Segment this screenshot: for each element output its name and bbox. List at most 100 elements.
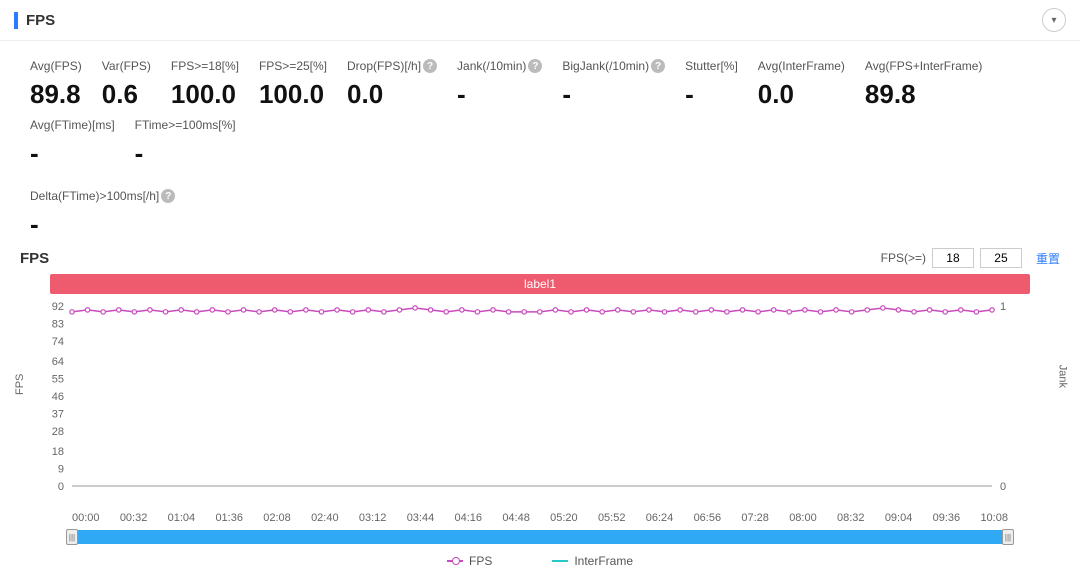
metric-value: 0.0 bbox=[758, 79, 845, 110]
x-tick-label: 02:40 bbox=[311, 512, 339, 524]
y-axis-right-label: Jank bbox=[1056, 365, 1068, 388]
x-axis-labels: 00:0000:3201:0401:3602:0802:4003:1203:44… bbox=[20, 512, 1060, 524]
svg-text:1: 1 bbox=[1000, 301, 1006, 313]
metric-value: - bbox=[30, 138, 115, 169]
slider-handle-right[interactable]: ||| bbox=[1002, 529, 1014, 545]
metric: Var(FPS) 0.6 bbox=[102, 59, 151, 110]
x-tick-label: 06:56 bbox=[694, 512, 722, 524]
metric-label: Avg(InterFrame) bbox=[758, 59, 845, 73]
metric: FTime>=100ms[%] - bbox=[135, 118, 236, 169]
metric-label: Avg(FPS+InterFrame) bbox=[865, 59, 982, 73]
metric: Delta(FTime)>100ms[/h]? - bbox=[30, 189, 175, 240]
label-bar[interactable]: label1 bbox=[50, 274, 1030, 294]
help-icon[interactable]: ? bbox=[651, 59, 665, 73]
metric-label: Avg(FPS) bbox=[30, 59, 82, 73]
chart-section: FPS FPS(>=) 重置 label1 FPS Jank 0 9 18 28 37 4… bbox=[0, 248, 1080, 568]
metric-label: FTime>=100ms[%] bbox=[135, 118, 236, 132]
metric-value: 100.0 bbox=[171, 79, 239, 110]
legend-interframe-swatch bbox=[552, 560, 568, 562]
legend-fps-label: FPS bbox=[469, 554, 492, 568]
panel-header: FPS ▾ bbox=[0, 0, 1080, 41]
x-tick-label: 07:28 bbox=[741, 512, 769, 524]
metric-label: Delta(FTime)>100ms[/h]? bbox=[30, 189, 175, 203]
fps-filter: FPS(>=) 重置 bbox=[881, 248, 1060, 268]
x-tick-label: 00:00 bbox=[72, 512, 100, 524]
svg-text:28: 28 bbox=[52, 426, 64, 438]
legend: FPS InterFrame bbox=[20, 554, 1060, 568]
slider-handle-left[interactable]: ||| bbox=[66, 529, 78, 545]
metric-label: Jank(/10min)? bbox=[457, 59, 542, 73]
x-tick-label: 01:36 bbox=[215, 512, 243, 524]
x-tick-label: 04:16 bbox=[455, 512, 483, 524]
metric-label: BigJank(/10min)? bbox=[562, 59, 665, 73]
metric-value: - bbox=[562, 79, 665, 110]
metric: Stutter[%] - bbox=[685, 59, 738, 110]
x-tick-label: 01:04 bbox=[168, 512, 196, 524]
metric: FPS>=18[%] 100.0 bbox=[171, 59, 239, 110]
fps-chart[interactable]: 0918283746556474839201 bbox=[20, 300, 1044, 500]
svg-text:55: 55 bbox=[52, 373, 64, 385]
metrics-row-2: Delta(FTime)>100ms[/h]? - bbox=[0, 181, 1080, 248]
x-tick-label: 08:00 bbox=[789, 512, 817, 524]
legend-fps-swatch bbox=[447, 560, 463, 562]
svg-text:0: 0 bbox=[58, 481, 64, 493]
metric-label: Drop(FPS)[/h]? bbox=[347, 59, 437, 73]
chart-header: FPS FPS(>=) 重置 bbox=[20, 248, 1060, 268]
metric: BigJank(/10min)? - bbox=[562, 59, 665, 110]
metric: Drop(FPS)[/h]? 0.0 bbox=[347, 59, 437, 110]
filter-input-2[interactable] bbox=[980, 248, 1022, 268]
metric-value: 100.0 bbox=[259, 79, 327, 110]
x-tick-label: 03:44 bbox=[407, 512, 435, 524]
svg-text:9: 9 bbox=[58, 463, 64, 475]
x-tick-label: 05:52 bbox=[598, 512, 626, 524]
chart-title: FPS bbox=[20, 250, 49, 267]
svg-text:74: 74 bbox=[52, 336, 64, 348]
metric-value: - bbox=[30, 209, 175, 240]
x-tick-label: 00:32 bbox=[120, 512, 148, 524]
svg-text:37: 37 bbox=[52, 409, 64, 421]
fps-panel: FPS ▾ Avg(FPS) 89.8 Var(FPS) 0.6 FPS>=18[%] 1… bbox=[0, 0, 1080, 578]
panel-title: FPS bbox=[14, 12, 55, 29]
x-tick-label: 04:48 bbox=[502, 512, 530, 524]
svg-text:0: 0 bbox=[1000, 481, 1006, 493]
metric-value: 89.8 bbox=[30, 79, 82, 110]
metrics-row: Avg(FPS)89.8Var(FPS)0.6FPS>=18[%]100.0FP… bbox=[0, 41, 1080, 181]
metric: FPS>=25[%] 100.0 bbox=[259, 59, 327, 110]
reset-link[interactable]: 重置 bbox=[1036, 250, 1060, 267]
metric: Avg(FPS+InterFrame) 89.8 bbox=[865, 59, 982, 110]
chart-wrap: FPS Jank 0918283746556474839201 bbox=[20, 300, 1060, 510]
metric-label: FPS>=18[%] bbox=[171, 59, 239, 73]
metric-label: Var(FPS) bbox=[102, 59, 151, 73]
metric-value: 89.8 bbox=[865, 79, 982, 110]
help-icon[interactable]: ? bbox=[161, 189, 175, 203]
metric-value: 0.6 bbox=[102, 79, 151, 110]
metric: Avg(FTime)[ms] - bbox=[30, 118, 115, 169]
metric: Avg(InterFrame) 0.0 bbox=[758, 59, 845, 110]
legend-interframe-label: InterFrame bbox=[574, 554, 633, 568]
filter-input-1[interactable] bbox=[932, 248, 974, 268]
legend-fps[interactable]: FPS bbox=[447, 554, 492, 568]
y-axis-left-label: FPS bbox=[14, 374, 26, 395]
metric: Jank(/10min)? - bbox=[457, 59, 542, 110]
x-tick-label: 08:32 bbox=[837, 512, 865, 524]
collapse-button[interactable]: ▾ bbox=[1042, 8, 1066, 32]
x-tick-label: 06:24 bbox=[646, 512, 674, 524]
help-icon[interactable]: ? bbox=[423, 59, 437, 73]
metric-value: 0.0 bbox=[347, 79, 437, 110]
x-tick-label: 02:08 bbox=[263, 512, 291, 524]
metric-label: Avg(FTime)[ms] bbox=[30, 118, 115, 132]
svg-text:83: 83 bbox=[52, 319, 64, 331]
x-tick-label: 05:20 bbox=[550, 512, 578, 524]
metric-value: - bbox=[457, 79, 542, 110]
metric-label: Stutter[%] bbox=[685, 59, 738, 73]
help-icon[interactable]: ? bbox=[528, 59, 542, 73]
metric-value: - bbox=[685, 79, 738, 110]
legend-interframe[interactable]: InterFrame bbox=[552, 554, 633, 568]
x-tick-label: 09:04 bbox=[885, 512, 913, 524]
metric-label: FPS>=25[%] bbox=[259, 59, 327, 73]
svg-text:64: 64 bbox=[52, 356, 64, 368]
svg-text:18: 18 bbox=[52, 446, 64, 458]
svg-text:46: 46 bbox=[52, 391, 64, 403]
metric-value: - bbox=[135, 138, 236, 169]
x-tick-label: 10:08 bbox=[980, 512, 1008, 524]
